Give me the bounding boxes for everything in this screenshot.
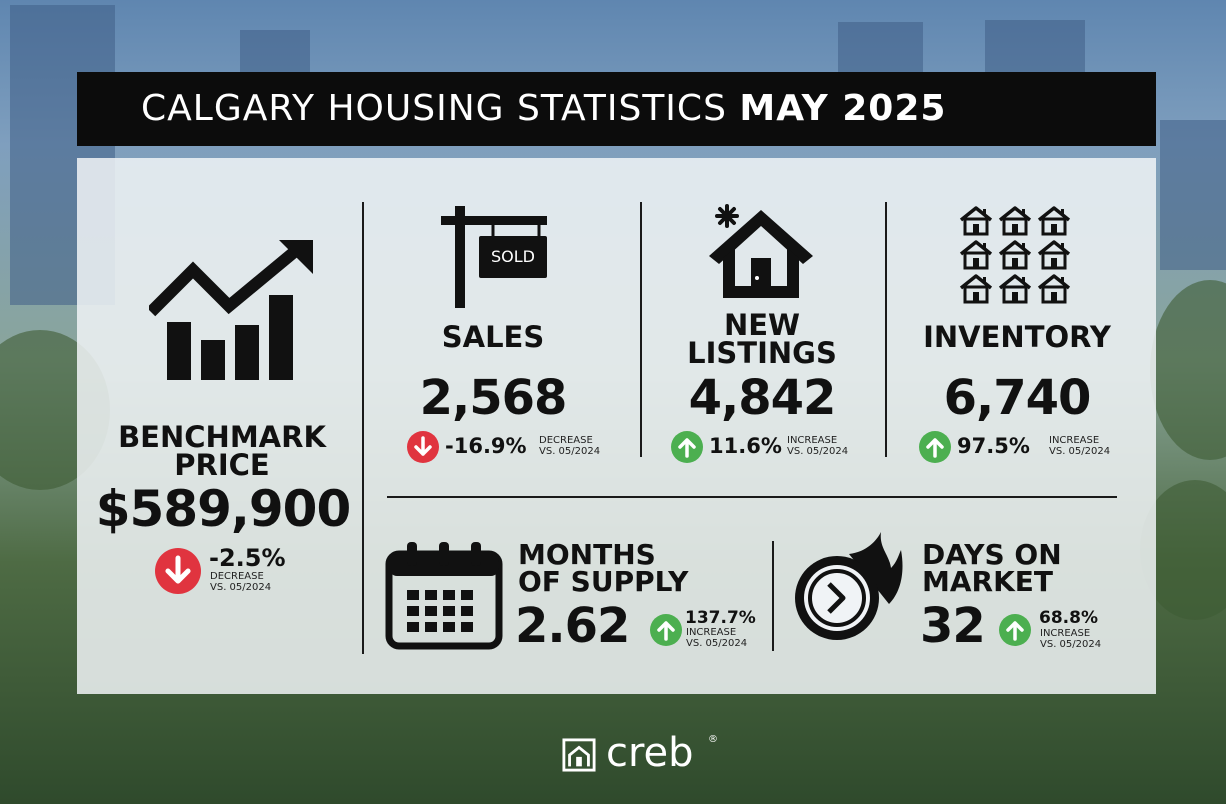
inventory-change: 97.5% bbox=[957, 434, 1030, 458]
benchmark-note-line1: DECREASE bbox=[210, 571, 264, 582]
arrow-up-icon bbox=[671, 431, 703, 463]
benchmark-note-line2: VS. 05/2024 bbox=[210, 581, 272, 593]
calendar-icon bbox=[385, 540, 503, 650]
benchmark-change: -2.5% bbox=[209, 544, 286, 572]
benchmark-label: BENCHMARK PRICE bbox=[97, 420, 347, 482]
sales-value: 2,568 bbox=[419, 370, 568, 426]
days-market-note: INCREASE VS. 05/2024 bbox=[1040, 628, 1102, 650]
months-supply-label-line2: OF SUPPLY bbox=[518, 564, 689, 598]
stats-panel: BENCHMARK PRICE $589,900 -2.5% DECREASE … bbox=[77, 158, 1156, 694]
arrow-up-icon bbox=[919, 431, 951, 463]
days-market-note-line2: VS. 05/2024 bbox=[1040, 638, 1102, 650]
sold-sign-icon bbox=[437, 202, 549, 308]
benchmark-note: DECREASE VS. 05/2024 bbox=[210, 571, 272, 593]
inventory-value: 6,740 bbox=[943, 370, 1092, 426]
sales-change: -16.9% bbox=[445, 434, 527, 458]
title-bold: MAY 2025 bbox=[739, 88, 947, 129]
sales-note-line2: VS. 05/2024 bbox=[539, 445, 601, 457]
new-listings-label-line2: LISTINGS bbox=[687, 335, 837, 370]
new-house-icon bbox=[705, 202, 817, 300]
inventory-note: INCREASE VS. 05/2024 bbox=[1049, 435, 1111, 457]
creb-logo: creb ® bbox=[562, 730, 722, 778]
months-supply-note-line2: VS. 05/2024 bbox=[686, 637, 748, 649]
sold-sign-text: SOLD bbox=[491, 247, 535, 266]
months-supply-label-line1: MONTHS bbox=[518, 538, 656, 571]
arrow-down-icon bbox=[155, 548, 201, 594]
background-building bbox=[1160, 120, 1226, 270]
page-title: CALGARY HOUSING STATISTICS MAY 2025 bbox=[141, 88, 946, 129]
divider-vertical bbox=[772, 541, 774, 651]
creb-logo-text: creb bbox=[606, 730, 694, 776]
divider-vertical bbox=[362, 202, 364, 654]
months-supply-value: 2.62 bbox=[515, 598, 630, 654]
creb-logo-registered: ® bbox=[708, 734, 718, 745]
divider-vertical bbox=[885, 202, 887, 457]
months-supply-note-line1: INCREASE bbox=[686, 627, 737, 638]
fast-clock-icon bbox=[789, 532, 907, 648]
arrow-up-icon bbox=[999, 614, 1031, 646]
inventory-label: INVENTORY bbox=[923, 320, 1111, 354]
new-listings-label: NEW LISTINGS bbox=[662, 308, 862, 370]
new-listings-note: INCREASE VS. 05/2024 bbox=[787, 435, 849, 457]
new-listings-change: 11.6% bbox=[709, 434, 782, 458]
background-building bbox=[985, 20, 1085, 80]
divider-vertical bbox=[640, 202, 642, 457]
days-market-value: 32 bbox=[920, 598, 986, 654]
months-supply-change: 137.7% bbox=[685, 608, 756, 628]
arrow-up-icon bbox=[650, 614, 682, 646]
new-listings-label-line1: NEW bbox=[723, 308, 801, 342]
creb-logo-mark-icon bbox=[562, 738, 596, 772]
inventory-note-line2: VS. 05/2024 bbox=[1049, 445, 1111, 457]
benchmark-value: $589,900 bbox=[95, 480, 352, 538]
rising-chart-icon bbox=[146, 240, 317, 382]
days-market-label-line1: DAYS ON bbox=[922, 538, 1062, 571]
title-regular: CALGARY HOUSING STATISTICS bbox=[141, 88, 727, 129]
days-market-label-line2: MARKET bbox=[922, 564, 1054, 598]
houses-grid-icon bbox=[957, 204, 1073, 304]
divider-horizontal bbox=[387, 496, 1117, 498]
sales-note: DECREASE VS. 05/2024 bbox=[539, 435, 601, 457]
new-listings-note-line1: INCREASE bbox=[787, 435, 838, 446]
arrow-down-icon bbox=[407, 431, 439, 463]
months-supply-label: MONTHS OF SUPPLY bbox=[518, 538, 689, 598]
days-market-change: 68.8% bbox=[1039, 608, 1098, 628]
months-supply-note: INCREASE VS. 05/2024 bbox=[686, 627, 748, 649]
benchmark-label-line1: BENCHMARK bbox=[118, 420, 326, 454]
inventory-note-line1: INCREASE bbox=[1049, 435, 1100, 446]
days-market-note-line1: INCREASE bbox=[1040, 628, 1091, 639]
title-bar: CALGARY HOUSING STATISTICS MAY 2025 bbox=[77, 72, 1156, 146]
sales-note-line1: DECREASE bbox=[539, 435, 593, 446]
new-listings-note-line2: VS. 05/2024 bbox=[787, 445, 849, 457]
new-listings-value: 4,842 bbox=[688, 370, 837, 426]
benchmark-label-line2: PRICE bbox=[174, 447, 270, 482]
background-tree bbox=[1150, 280, 1226, 460]
days-market-label: DAYS ON MARKET bbox=[922, 538, 1062, 598]
sales-label: SALES bbox=[441, 320, 545, 354]
